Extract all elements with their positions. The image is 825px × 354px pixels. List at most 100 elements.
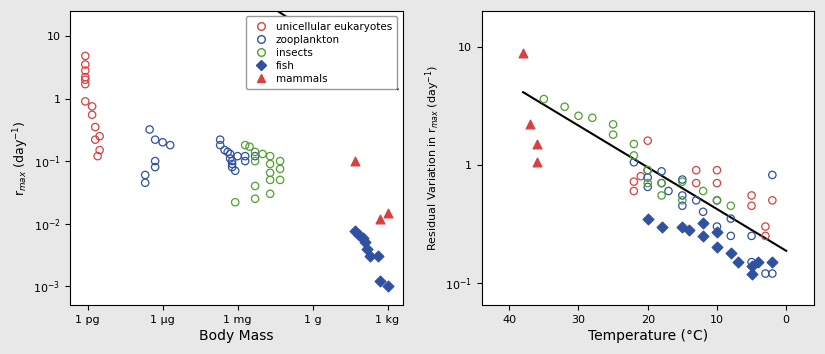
Point	[78, 62, 92, 67]
Point	[148, 164, 162, 170]
Point	[690, 180, 703, 186]
Point	[676, 193, 689, 198]
Point	[731, 259, 744, 265]
Point	[143, 127, 156, 132]
Point	[356, 235, 369, 240]
Point	[148, 158, 162, 164]
Point	[710, 167, 724, 173]
Point	[273, 166, 286, 172]
Point	[641, 175, 654, 180]
Point	[523, 121, 536, 127]
Point	[572, 113, 585, 119]
Point	[86, 103, 99, 109]
Point	[759, 233, 772, 239]
Point	[724, 250, 738, 256]
Point	[238, 158, 252, 164]
Point	[745, 233, 758, 239]
Point	[78, 77, 92, 82]
Point	[225, 164, 238, 170]
Point	[641, 167, 654, 173]
Point	[766, 259, 779, 265]
Point	[627, 141, 640, 147]
Point	[745, 203, 758, 209]
Point	[537, 96, 550, 102]
Point	[655, 169, 668, 174]
Point	[676, 203, 689, 209]
Point	[696, 233, 710, 239]
Point	[78, 98, 92, 104]
Point	[745, 263, 758, 268]
Point	[88, 124, 101, 130]
Point	[225, 161, 238, 167]
Point	[627, 179, 640, 184]
Point	[93, 133, 106, 139]
Point	[655, 193, 668, 198]
Y-axis label: r$_{max}$ (day$^{-1}$): r$_{max}$ (day$^{-1}$)	[11, 120, 31, 196]
Point	[662, 188, 675, 194]
Point	[256, 151, 269, 157]
Point	[229, 199, 242, 205]
Point	[558, 104, 571, 110]
Point	[745, 271, 758, 276]
Point	[221, 149, 234, 155]
Point	[263, 170, 276, 176]
Point	[78, 81, 92, 87]
Point	[273, 158, 286, 164]
Point	[627, 153, 640, 158]
Point	[690, 167, 703, 173]
Point	[371, 253, 384, 259]
Point	[696, 188, 710, 194]
Point	[710, 198, 724, 203]
X-axis label: Temperature (°C): Temperature (°C)	[587, 329, 708, 343]
Point	[358, 240, 371, 245]
Point	[710, 245, 724, 250]
Point	[766, 198, 779, 203]
Point	[263, 177, 276, 183]
Point	[745, 259, 758, 265]
Point	[724, 233, 738, 239]
Point	[88, 137, 101, 143]
Point	[627, 159, 640, 165]
Point	[218, 147, 231, 153]
Point	[641, 184, 654, 190]
Point	[139, 180, 152, 185]
Point	[248, 149, 262, 155]
Point	[696, 209, 710, 215]
Point	[724, 203, 738, 209]
Point	[263, 191, 276, 196]
Legend: unicellular eukaryotes, zooplankton, insects, fish, mammals: unicellular eukaryotes, zooplankton, ins…	[246, 16, 398, 89]
Point	[273, 177, 286, 183]
Point	[374, 278, 387, 284]
Point	[148, 137, 162, 143]
Point	[381, 210, 394, 216]
Point	[238, 153, 252, 159]
Point	[710, 229, 724, 235]
Point	[139, 172, 152, 178]
Point	[374, 216, 387, 222]
Point	[225, 158, 238, 164]
Point	[676, 224, 689, 229]
Point	[163, 142, 177, 148]
Point	[263, 153, 276, 159]
Point	[224, 151, 237, 157]
Point	[224, 156, 237, 161]
Point	[634, 173, 648, 179]
Point	[682, 227, 695, 233]
Point	[766, 271, 779, 276]
Point	[248, 158, 262, 164]
Point	[627, 188, 640, 194]
Point	[766, 172, 779, 178]
Point	[78, 53, 92, 59]
Point	[229, 168, 242, 173]
Point	[655, 180, 668, 186]
Point	[696, 221, 710, 226]
Point	[655, 224, 668, 229]
Point	[231, 153, 244, 159]
Point	[248, 183, 262, 189]
Point	[263, 161, 276, 167]
Point	[676, 179, 689, 184]
Point	[641, 216, 654, 222]
Point	[655, 180, 668, 186]
Y-axis label: Residual Variation in r$_{max}$ (day$^{-1}$): Residual Variation in r$_{max}$ (day$^{-…	[423, 65, 442, 251]
Point	[214, 137, 227, 143]
